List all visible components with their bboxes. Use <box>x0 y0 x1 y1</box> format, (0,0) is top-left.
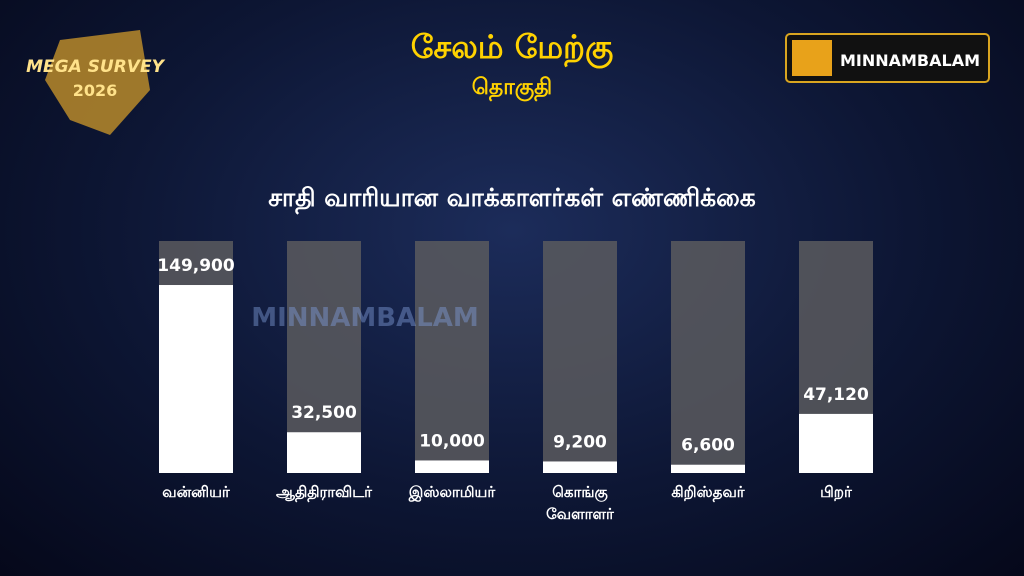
logo-shape <box>45 30 150 135</box>
category-label: கிறிஸ்தவர் <box>671 483 745 501</box>
bar-track <box>415 241 489 473</box>
bar <box>543 461 617 473</box>
value-label: 10,000 <box>419 431 485 451</box>
value-label: 149,900 <box>157 256 235 276</box>
bar <box>799 413 873 473</box>
value-label: 32,500 <box>291 403 357 423</box>
bar-track <box>671 241 745 473</box>
logo-text: MEGA SURVEY <box>26 57 165 77</box>
chart-title: சாதி வாரியான வாக்காளர்கள் எண்ணிக்கை <box>268 183 756 215</box>
category-label: வன்னியர் <box>162 483 230 501</box>
value-label: 9,200 <box>553 432 607 452</box>
bar <box>671 464 745 473</box>
subtitle: தொகுதி <box>472 75 552 102</box>
watermark: MINNAMBALAM <box>251 303 479 333</box>
brand-box <box>785 33 990 83</box>
bar <box>159 285 233 473</box>
logo-year: 2026 <box>73 81 118 100</box>
bar <box>287 432 361 473</box>
category-label: இஸ்லாமியர் <box>408 483 496 501</box>
title: சேலம் மேற்கு <box>411 28 613 69</box>
category-label: ஆதிதிராவிடர் <box>276 483 372 501</box>
bar-track <box>543 241 617 473</box>
value-label: 6,600 <box>681 436 735 456</box>
brand-icon <box>792 40 832 76</box>
value-label: 47,120 <box>803 385 869 405</box>
bar <box>415 460 489 473</box>
category-label: பிறர் <box>820 483 852 501</box>
brand-text: MINNAMBALAM <box>840 51 980 70</box>
category-label: கொங்கு வேளாளர் <box>546 483 614 523</box>
